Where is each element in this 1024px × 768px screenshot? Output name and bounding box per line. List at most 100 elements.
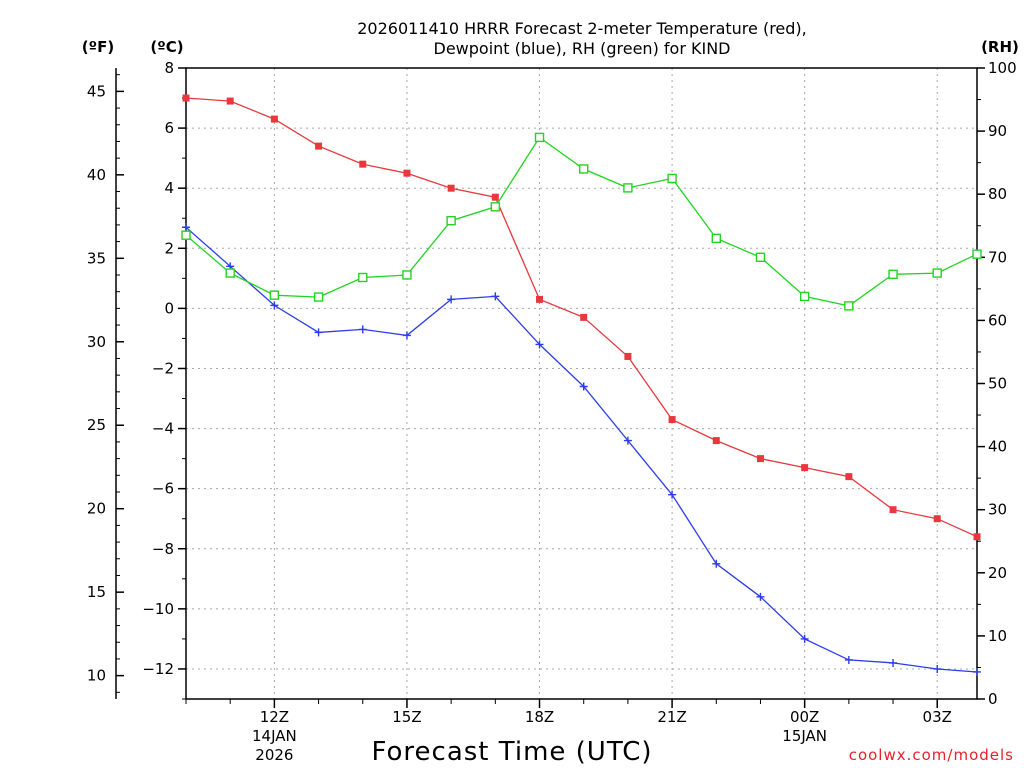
plot-frame [185,67,978,700]
rh-tick-label: 80 [988,185,1007,203]
rh-point [667,173,677,184]
rh-point [623,183,633,193]
celsius-tick-label: 4 [164,179,174,197]
celsius-tick-label: 2 [164,239,174,257]
rh-point [225,268,235,278]
x-tick-date-label: 14JAN [252,727,297,745]
fahrenheit-tick-label: 15 [87,583,106,601]
temperature-point [845,473,853,481]
rh-point [755,252,766,263]
dewpoint-point [668,490,677,499]
fahrenheit-tick-label: 45 [87,82,106,100]
rh-tick-label: 90 [988,122,1007,140]
celsius-tick-label: 8 [164,59,174,77]
fahrenheit-tick-label: 35 [87,249,106,267]
rh-series-line [185,136,978,307]
celsius-tick-label: −6 [152,480,174,498]
rh-tick-label: 70 [988,248,1007,266]
dewpoint-point [973,667,981,676]
chart-title-line1: 2026011410 HRRR Forecast 2-meter Tempera… [357,19,807,38]
celsius-tick-label: −4 [152,420,174,438]
rh-tick-label: 60 [988,311,1007,329]
temperature-point [226,97,234,105]
rh-point [799,291,810,302]
fahrenheit-unit-label: (ºF) [82,38,114,56]
temperature-point [580,313,588,321]
celsius-tick-label: 6 [164,119,174,137]
temperature-point [447,184,455,192]
rh-point [313,292,324,302]
x-axis-title: Forecast Time (UTC) [371,737,652,767]
rh-tick-label: 0 [988,690,998,708]
celsius-tick-label: 0 [164,299,174,317]
temperature-point [624,352,632,360]
rh-point [534,132,545,143]
dewpoint-point [314,328,323,337]
rh-unit-label: (RH) [981,38,1019,56]
x-tick-label: 21Z [657,708,686,726]
dewpoint-point [535,340,544,349]
temperature-point [403,169,411,177]
rh-tick-label: 20 [988,564,1007,582]
celsius-tick-label: −12 [142,660,174,678]
rh-point [844,301,854,311]
rh-point [446,216,456,226]
x-tick-label: 12Z [260,708,289,726]
grid-lines [186,68,977,699]
temperature-point [973,533,981,541]
dewpoint-point [933,664,942,673]
temperature-point [315,142,323,150]
rh-tick-label: 10 [988,627,1007,645]
rh-point [490,202,501,212]
dewpoint-point [889,658,898,667]
chart-title: 2026011410 HRRR Forecast 2-meter Tempera… [357,19,807,58]
dewpoint-point [623,436,632,445]
temperature-point [359,160,367,168]
rh-point [269,290,280,300]
dewpoint-point [402,331,411,340]
data-series [181,94,982,676]
dewpoint-point [844,655,853,664]
celsius-tick-label: −2 [152,359,174,377]
dewpoint-point [579,382,588,391]
rh-point [972,249,982,259]
x-tick-label: 15Z [392,708,421,726]
x-tick-date-label: 15JAN [782,727,827,745]
temperature-point [933,515,941,523]
temperature-point [889,506,897,514]
dewpoint-point [182,223,190,232]
fahrenheit-tick-label: 25 [87,416,106,434]
celsius-unit-label: (ºC) [150,38,183,56]
dewpoint-point [447,295,456,304]
temperature-point [756,455,764,463]
rh-point [932,268,942,278]
temperature-point [270,115,278,123]
temperature-point [536,295,544,303]
rh-point [402,270,412,280]
temperature-point [712,437,720,445]
x-tick-label: 18Z [525,708,554,726]
rh-point [358,272,368,283]
celsius-tick-label: −8 [152,540,174,558]
temperature-point [182,94,190,102]
rh-tick-label: 100 [988,59,1017,77]
rh-point [711,233,721,244]
dewpoint-point [270,301,279,310]
fahrenheit-tick-label: 30 [87,333,106,351]
axes: 86420−2−4−6−8−10−12454035302520151010090… [87,59,1017,764]
rh-tick-label: 50 [988,375,1007,393]
x-tick-year-label: 2026 [255,746,293,764]
rh-point [579,164,589,174]
rh-tick-label: 30 [988,501,1007,519]
fahrenheit-tick-label: 40 [87,166,106,184]
temperature-point [801,464,809,472]
dewpoint-point [358,325,367,334]
temperature-point [491,193,499,201]
dewpoint-series-line [185,226,978,673]
rh-point [181,230,191,240]
fahrenheit-tick-label: 20 [87,500,106,518]
x-tick-label: 00Z [790,708,819,726]
dewpoint-point [756,592,765,601]
celsius-tick-label: −10 [142,600,174,618]
rh-point [888,269,898,280]
